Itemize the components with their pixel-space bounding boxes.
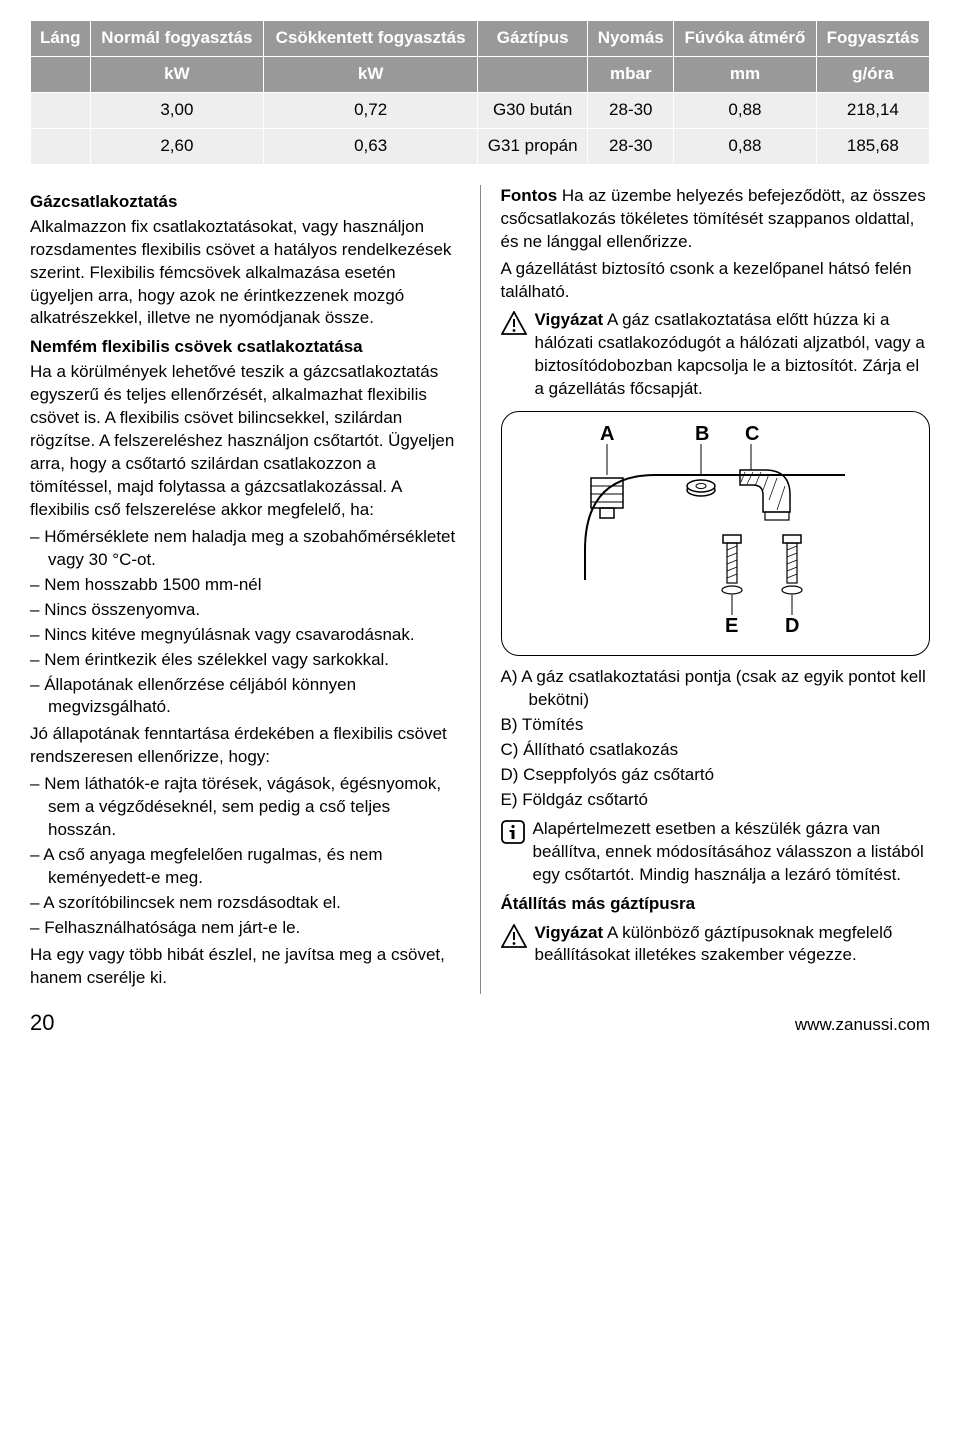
- footer-url: www.zanussi.com: [795, 1014, 930, 1037]
- diagram-label-b: B: [695, 423, 709, 445]
- diagram-label-e: E: [725, 615, 738, 637]
- th-lang: Láng: [31, 21, 91, 57]
- list-item: A szorítóbilincsek nem rozsdásodtak el.: [30, 892, 460, 915]
- connection-diagram: A B C E D: [501, 411, 931, 656]
- paragraph: A gázellátást biztosító csonk a kezelőpa…: [501, 258, 931, 304]
- paragraph: Ha a körülmények lehetővé teszik a gázcs…: [30, 361, 460, 522]
- warning-icon: [501, 924, 527, 955]
- legend-item: C) Állítható csatlakozás: [501, 739, 931, 762]
- warning-text: Vigyázat A gáz csatlakoztatása előtt húz…: [535, 309, 931, 401]
- unit-1: kW: [90, 56, 264, 92]
- paragraph: Alkalmazzon fix csatlakoztatásokat, vagy…: [30, 216, 460, 331]
- diagram-legend: A) A gáz csatlakoztatási pontja (csak az…: [501, 666, 931, 812]
- unit-2: kW: [264, 56, 478, 92]
- legend-item: B) Tömítés: [501, 714, 931, 737]
- paragraph: Ha egy vagy több hibát észlel, ne javíts…: [30, 944, 460, 990]
- legend-item: D) Cseppfolyós gáz csőtartó: [501, 764, 931, 787]
- th-normal: Normál fogyasztás: [90, 21, 264, 57]
- list-item: Felhasználhatósága nem járt-e le.: [30, 917, 460, 940]
- th-consumption: Fogyasztás: [816, 21, 929, 57]
- paragraph: Jó állapotának fenntartása érdekében a f…: [30, 723, 460, 769]
- page-footer: 20 www.zanussi.com: [30, 1008, 930, 1038]
- heading-gas-connection: Gázcsatlakoztatás: [30, 191, 460, 214]
- heading-conversion: Átállítás más gáztípusra: [501, 893, 931, 916]
- list-item: Nem érintkezik éles szélekkel vagy sarko…: [30, 649, 460, 672]
- heading-nonmetal: Nemfém flexibilis csövek csatlakoztatása: [30, 336, 460, 359]
- unit-4: mbar: [588, 56, 674, 92]
- list-item: Nincs összenyomva.: [30, 599, 460, 622]
- legend-item: E) Földgáz csőtartó: [501, 789, 931, 812]
- list-item: A cső anyaga megfelelően rugalmas, és ne…: [30, 844, 460, 890]
- diagram-label-c: C: [745, 423, 759, 445]
- legend-item: A) A gáz csatlakoztatási pontja (csak az…: [501, 666, 931, 712]
- list-item: Hőmérséklete nem haladja meg a szobahőmé…: [30, 526, 460, 572]
- list-item: Nem hosszabb 1500 mm-nél: [30, 574, 460, 597]
- unit-6: g/óra: [816, 56, 929, 92]
- paragraph-important: Fontos Ha az üzembe helyezés befejeződöt…: [501, 185, 931, 254]
- table-row: 2,60 0,63 G31 propán 28-30 0,88 185,68: [31, 128, 930, 164]
- info-icon: [501, 820, 525, 851]
- unit-5: mm: [674, 56, 817, 92]
- gas-spec-table: Láng Normál fogyasztás Csökkentett fogya…: [30, 20, 930, 165]
- right-column: Fontos Ha az üzembe helyezés befejeződöt…: [501, 185, 931, 994]
- diagram-label-d: D: [785, 615, 799, 637]
- warning-block: Vigyázat A gáz csatlakoztatása előtt húz…: [501, 309, 931, 401]
- warning-text: Vigyázat A különböző gáztípusoknak megfe…: [535, 922, 931, 968]
- list-item: Nincs kitéve megnyúlásnak vagy csavarodá…: [30, 624, 460, 647]
- list-item: Nem láthatók-e rajta törések, vágások, é…: [30, 773, 460, 842]
- unit-3: [478, 56, 588, 92]
- th-gastype: Gáztípus: [478, 21, 588, 57]
- unit-0: [31, 56, 91, 92]
- table-row: 3,00 0,72 G30 bután 28-30 0,88 218,14: [31, 92, 930, 128]
- warning-block-2: Vigyázat A különböző gáztípusoknak megfe…: [501, 922, 931, 968]
- info-text: Alapértelmezett esetben a készülék gázra…: [533, 818, 931, 887]
- warning-icon: [501, 311, 527, 342]
- left-column: Gázcsatlakoztatás Alkalmazzon fix csatla…: [30, 185, 460, 994]
- th-nozzle: Fúvóka átmérő: [674, 21, 817, 57]
- list-item: Állapotának ellenőrzése céljából könnyen…: [30, 674, 460, 720]
- th-reduced: Csökkentett fogyasztás: [264, 21, 478, 57]
- column-divider: [480, 185, 481, 994]
- th-pressure: Nyomás: [588, 21, 674, 57]
- list-requirements: Hőmérséklete nem haladja meg a szobahőmé…: [30, 526, 460, 720]
- list-checks: Nem láthatók-e rajta törések, vágások, é…: [30, 773, 460, 940]
- page-number: 20: [30, 1008, 54, 1038]
- info-block: Alapértelmezett esetben a készülék gázra…: [501, 818, 931, 887]
- diagram-label-a: A: [600, 423, 614, 445]
